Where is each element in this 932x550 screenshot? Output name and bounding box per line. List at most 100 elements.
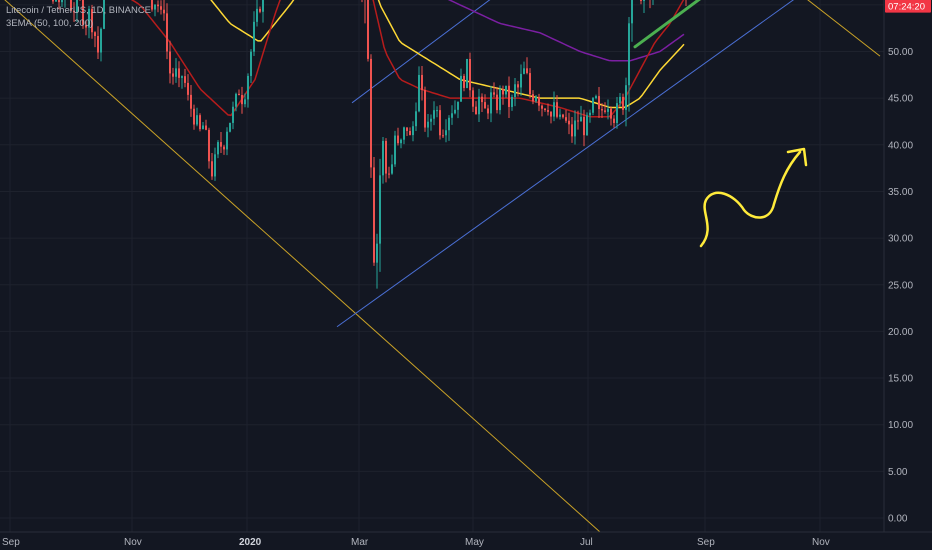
candle-up	[448, 117, 450, 131]
triangle-pattern-line	[633, 0, 701, 49]
projection-arrow-path	[699, 150, 802, 248]
candle-up	[214, 154, 216, 177]
time-tick-label: Nov	[124, 537, 142, 548]
candle-up	[253, 21, 255, 52]
candle-up	[196, 115, 198, 125]
candle-up	[457, 101, 459, 110]
descending-channel-line	[4, 0, 601, 533]
candle-down	[508, 85, 510, 107]
candle-up	[229, 122, 231, 132]
ascending-channel-line	[336, 0, 795, 328]
trendline-drawings[interactable]	[0, 0, 884, 533]
candle-up	[586, 115, 588, 136]
candle-up	[88, 8, 90, 28]
candle-up	[217, 142, 219, 155]
candle-up	[499, 89, 501, 111]
candle-up	[595, 96, 597, 99]
time-tick-label: Jul	[580, 537, 593, 548]
candle-up	[643, 0, 645, 2]
candle-down	[424, 90, 426, 128]
candle-down	[442, 135, 444, 137]
candle-down	[496, 94, 498, 111]
candle-up	[454, 109, 456, 114]
last-price-badge	[885, 0, 931, 13]
candle-down	[259, 8, 261, 12]
candle-down	[565, 117, 567, 121]
candle-down	[577, 120, 579, 122]
candle-down	[367, 0, 369, 59]
candle-down	[529, 73, 531, 95]
candle-down	[190, 94, 192, 109]
price-tick-label: 45.00	[888, 94, 913, 105]
candle-down	[151, 0, 153, 10]
candle-down	[163, 9, 165, 14]
candle-up	[394, 135, 396, 165]
indicator-title[interactable]: 3EMA (50, 100, 200)	[6, 18, 94, 29]
candle-up	[103, 0, 105, 29]
candle-down	[70, 0, 72, 11]
candle-up	[580, 116, 582, 122]
chart-legend: Litecoin / TetherUS, 1D, BINANCE 3EMA (5…	[6, 4, 151, 30]
candle-up	[412, 126, 414, 136]
candle-down	[193, 108, 195, 125]
price-tick-label: 40.00	[888, 140, 913, 151]
candle-up	[523, 68, 525, 74]
chart-grid	[0, 0, 884, 532]
candle-down	[157, 4, 159, 7]
candle-down	[484, 102, 486, 109]
candle-up	[559, 114, 561, 117]
candle-up	[514, 84, 516, 97]
candle-down	[169, 51, 171, 74]
candle-down	[184, 76, 186, 83]
candle-down	[211, 161, 213, 177]
candle-down	[556, 102, 558, 117]
candle-up	[628, 23, 630, 86]
price-tick-label: 25.00	[888, 280, 913, 291]
candle-down	[58, 0, 60, 3]
candle-down	[238, 93, 240, 96]
candle-down	[562, 114, 564, 118]
pattern-overlays[interactable]	[630, 0, 808, 248]
price-tick-label: 10.00	[888, 420, 913, 431]
descending-channel-line	[807, 0, 881, 57]
candle-down	[397, 135, 399, 144]
candle-down	[487, 108, 489, 114]
ema-50-line	[130, 0, 685, 118]
price-tick-label: 5.00	[888, 467, 908, 478]
candle-up	[427, 121, 429, 128]
candle-up	[232, 106, 234, 123]
candle-up	[256, 8, 258, 22]
ema-lines	[130, 0, 685, 118]
price-tick-label: 0.00	[888, 514, 908, 525]
symbol-title[interactable]: Litecoin / TetherUS, 1D, BINANCE	[6, 5, 152, 16]
candle-up	[415, 111, 417, 127]
ema-200-line	[447, 0, 685, 62]
candle-up	[535, 96, 537, 102]
candle-down	[385, 140, 387, 174]
time-axis-bg	[0, 532, 932, 550]
candle-up	[391, 164, 393, 174]
candle-down	[604, 110, 606, 112]
candle-up	[262, 0, 264, 12]
candle-up	[154, 4, 156, 10]
candle-up	[607, 108, 609, 112]
bar-countdown: 07:24:20	[888, 2, 925, 13]
price-axis[interactable]: 0.00 5.00 10.00 15.00 20.00 25.00 30.00 35.00 40…	[883, 0, 932, 550]
time-axis[interactable]: Sep Nov 2020 Mar May Jul Sep Nov	[0, 531, 932, 550]
candle-up	[589, 112, 591, 116]
candle-down	[601, 109, 603, 111]
candle-down	[208, 129, 210, 162]
candle-down	[583, 116, 585, 136]
candle-up	[553, 102, 555, 117]
candle-up	[490, 92, 492, 114]
candle-down	[178, 68, 180, 78]
candle-down	[526, 68, 528, 74]
candle-up	[433, 110, 435, 119]
candle-up	[574, 120, 576, 137]
candle-down	[541, 105, 543, 109]
candle-up	[226, 131, 228, 150]
candle-down	[598, 96, 600, 110]
candle-down	[610, 108, 612, 119]
candle-up	[100, 28, 102, 53]
